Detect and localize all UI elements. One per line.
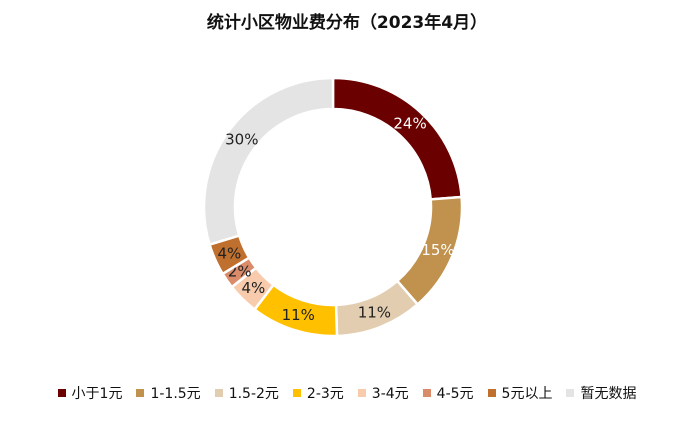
legend-swatch — [57, 389, 66, 397]
legend-swatch — [566, 389, 575, 397]
slice-label-7: 4% — [217, 244, 241, 262]
legend-item-1: 小于1元 — [57, 383, 123, 403]
slice-label-2: 15% — [421, 241, 454, 259]
slice-label-1: 24% — [393, 115, 426, 133]
legend-label: 3-4元 — [371, 386, 409, 402]
slice-label-3: 11% — [358, 304, 391, 322]
legend-label: 小于1元 — [71, 386, 123, 402]
legend-label: 暂无数据 — [580, 386, 637, 402]
slice-label-5: 4% — [241, 279, 265, 297]
legend-item-2: 1-1.5元 — [136, 383, 201, 403]
legend-label: 1-1.5元 — [150, 386, 201, 402]
chart-legend: 小于1元 1-1.5元 1.5-2元 2-3元 3-4元 4-5元 5元以上 暂无数据 — [0, 383, 694, 403]
legend-item-5: 3-4元 — [357, 383, 409, 403]
legend-label: 4-5元 — [436, 386, 474, 402]
legend-label: 1.5-2元 — [228, 386, 279, 402]
legend-swatch — [292, 389, 301, 397]
donut-slice-8 — [202, 76, 335, 247]
chart-title: 统计小区物业费分布（2023年4月） — [206, 13, 488, 33]
legend-item-4: 2-3元 — [292, 383, 344, 403]
donut-slice-1 — [331, 76, 463, 201]
legend-swatch — [136, 389, 145, 397]
legend-swatch — [487, 389, 496, 397]
legend-swatch — [422, 389, 431, 397]
slice-label-4: 11% — [282, 306, 315, 324]
legend-item-8: 暂无数据 — [566, 383, 636, 403]
legend-item-3: 1.5-2元 — [214, 383, 279, 403]
legend-label: 2-3元 — [306, 386, 344, 402]
legend-item-7: 5元以上 — [487, 383, 553, 403]
legend-item-6: 4-5元 — [422, 383, 474, 403]
legend-label: 5元以上 — [501, 386, 553, 402]
legend-swatch — [214, 389, 223, 397]
slice-label-8: 30% — [225, 130, 258, 148]
legend-swatch — [357, 389, 366, 397]
